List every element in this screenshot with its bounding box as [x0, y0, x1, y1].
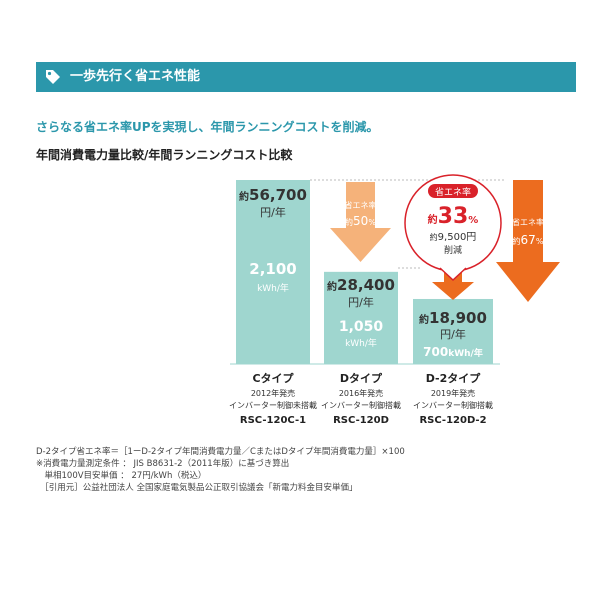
category-model-c: RSC-120C-1 [240, 415, 306, 426]
category-model-d: RSC-120D [333, 415, 389, 426]
section-banner: 一歩先行く省エネ性能 [36, 62, 576, 92]
arrow-c-to-d [330, 182, 391, 262]
bubble-label-bg [428, 184, 478, 198]
category-feature-d2: インバーター制御搭載 [413, 400, 493, 410]
bar-c-cost: 約56,700 [239, 186, 307, 204]
bar-d-energy-unit: kWh/年 [345, 337, 377, 349]
bar-d-cost: 約28,400 [327, 276, 395, 294]
chart-title: 年間消費電力量比較/年間ランニングコスト比較 [36, 148, 293, 162]
arrow-c-to-d-label: 省エネ率 [345, 200, 377, 210]
bubble-saving-label: 削減 [444, 244, 462, 256]
bubble-label: 省エネ率 [435, 186, 471, 198]
bar-d-energy: 1,050 [339, 319, 384, 335]
category-label-d2: D-2タイプ [426, 371, 482, 385]
category-feature-c: インバーター制御未搭載 [229, 400, 317, 410]
bar-d [324, 271, 398, 364]
category-year-c: 2012年発売 [251, 388, 295, 398]
bar-d2-cost: 約18,900 [419, 309, 487, 327]
bubble-value: 約33% [428, 204, 479, 229]
arrow-c-to-d2-value: 約67% [513, 233, 544, 247]
bar-c-energy: 2,100 [249, 260, 296, 278]
lead-text: さらなる省エネ率UPを実現し、年間ランニングコストを削減。 [36, 120, 379, 134]
arrow-c-to-d2-label: 省エネ率 [512, 217, 544, 227]
category-feature-d: インバーター制御搭載 [321, 400, 401, 410]
bar-d2-cost-unit: 円/年 [440, 327, 466, 341]
tag-icon [46, 70, 60, 84]
arrow-d-to-d2 [432, 270, 474, 300]
category-label-d: Dタイプ [340, 371, 383, 385]
bar-c-cost-unit: 円/年 [260, 205, 286, 219]
arrow-c-to-d-value: 約50% [345, 214, 376, 228]
footnote: ［引用元］公益社団法人 全国家庭電気製品公正取引協議会「新電力料金目安単価」 [36, 483, 358, 493]
bar-d2 [413, 298, 493, 364]
savings-bubble-tail [439, 267, 467, 282]
arrow-c-to-d2 [496, 180, 560, 302]
comparison-chart: 約56,700 円/年 2,100 kWh/年 約28,400 円/年 1,05… [229, 174, 560, 426]
bar-c [236, 180, 310, 364]
category-year-d2: 2019年発売 [431, 388, 475, 398]
footnotes: D-2タイプ省エネ率＝［1ーD-2タイプ年間消費電力量／CまたはDタイプ年間消費… [36, 446, 405, 494]
footnote: ※消費電力量測定条件 ： JIS B8631-2（2011年版）に基づき算出 [36, 459, 290, 469]
footnote: 単相100V目安単価 ： 27円/kWh（税込） [36, 471, 207, 481]
section-title: 一歩先行く省エネ性能 [70, 69, 201, 84]
footnote: D-2タイプ省エネ率＝［1ーD-2タイプ年間消費電力量／CまたはDタイプ年間消費… [36, 447, 405, 457]
bar-d2-energy: 700kWh/年 [423, 345, 483, 359]
category-label-c: Cタイプ [252, 371, 294, 385]
category-model-d2: RSC-120D-2 [419, 415, 486, 426]
bar-d-cost-unit: 円/年 [348, 295, 374, 309]
bar-c-energy-unit: kWh/年 [257, 282, 289, 294]
category-year-d: 2016年発売 [339, 388, 383, 398]
bubble-saving: 約9,500円 [430, 232, 477, 243]
